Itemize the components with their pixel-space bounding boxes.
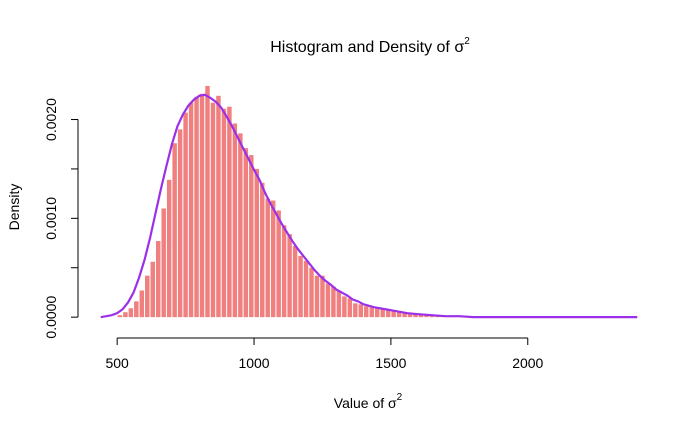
- histogram-bar: [418, 314, 424, 318]
- histogram-bar: [221, 108, 227, 318]
- histogram-bar: [227, 106, 232, 318]
- histogram-bar: [150, 261, 155, 318]
- y-axis-label: Density: [6, 184, 22, 231]
- histogram-bar: [369, 307, 374, 318]
- histogram-bar: [407, 313, 413, 318]
- histogram-bar: [309, 267, 314, 318]
- histogram-bars: [117, 85, 506, 318]
- y-axis: 0.0000 0.0010 0.0020: [43, 98, 79, 339]
- histogram-bar: [243, 148, 249, 318]
- x-tick-label: 1500: [375, 355, 406, 371]
- histogram-bar: [292, 246, 298, 318]
- histogram-bar: [396, 312, 402, 318]
- histogram-bar: [347, 298, 353, 318]
- y-tick-label: 0.0000: [43, 296, 59, 339]
- histogram-bar: [183, 112, 188, 318]
- histogram-bar: [177, 129, 183, 318]
- histogram-bar: [117, 315, 123, 318]
- histogram-bar: [331, 286, 336, 318]
- y-tick-label: 0.0020: [43, 98, 59, 141]
- histogram-bar: [123, 312, 128, 318]
- histogram-bar: [155, 241, 161, 318]
- histogram-bar: [281, 225, 287, 318]
- histogram-bar: [145, 275, 150, 318]
- histogram-bar: [270, 200, 276, 318]
- histogram-bar: [391, 311, 396, 318]
- histogram-bar: [314, 275, 320, 318]
- histogram-bar: [238, 133, 243, 318]
- histogram-bar: [287, 234, 292, 318]
- x-ticks: 500 1000 1500 2000: [105, 338, 544, 371]
- histogram-bar: [188, 102, 194, 318]
- histogram-bar: [380, 309, 385, 318]
- histogram-bar: [139, 290, 145, 318]
- histogram-bar: [210, 102, 216, 318]
- histogram-bar: [336, 290, 342, 318]
- histogram-bar: [205, 85, 210, 318]
- chart-title: Histogram and Density of σ2: [270, 36, 470, 56]
- histogram-bar: [298, 255, 303, 318]
- histogram-bar: [216, 95, 221, 318]
- histogram-bar: [320, 275, 325, 318]
- x-tick-label: 1000: [238, 355, 269, 371]
- histogram-bar: [254, 168, 259, 318]
- histogram-bar: [353, 303, 358, 318]
- histogram-bar: [232, 123, 238, 318]
- histogram-bar: [342, 296, 347, 318]
- y-ticks: 0.0000 0.0010 0.0020: [43, 98, 78, 339]
- density-curve: [100, 93, 638, 319]
- histogram-bar: [276, 210, 281, 318]
- histogram-bar: [260, 182, 265, 318]
- histogram-bar: [166, 179, 172, 318]
- histogram-bar: [325, 283, 331, 318]
- histogram-bar: [413, 314, 418, 318]
- x-tick-label: 2000: [512, 355, 543, 371]
- histogram-bar: [194, 96, 199, 318]
- histogram-bar: [424, 315, 429, 318]
- histogram-bar: [172, 143, 177, 318]
- histogram-bar: [364, 306, 369, 318]
- histogram-bar: [374, 308, 380, 318]
- histogram-bar: [385, 310, 391, 318]
- x-tick-label: 500: [105, 355, 129, 371]
- y-tick-label: 0.0010: [43, 197, 59, 240]
- histogram-bar: [358, 304, 364, 318]
- histogram-bar: [265, 198, 270, 318]
- histogram-bar: [199, 93, 205, 318]
- histogram-bar: [128, 308, 134, 318]
- histogram-bar: [161, 208, 166, 318]
- histogram-bar: [249, 155, 254, 318]
- histogram-bar: [402, 313, 407, 318]
- x-axis-label: Value of σ2: [334, 392, 403, 411]
- x-axis: 500 1000 1500 2000: [105, 337, 544, 371]
- histogram-bar: [134, 301, 139, 318]
- histogram-bar: [303, 260, 309, 318]
